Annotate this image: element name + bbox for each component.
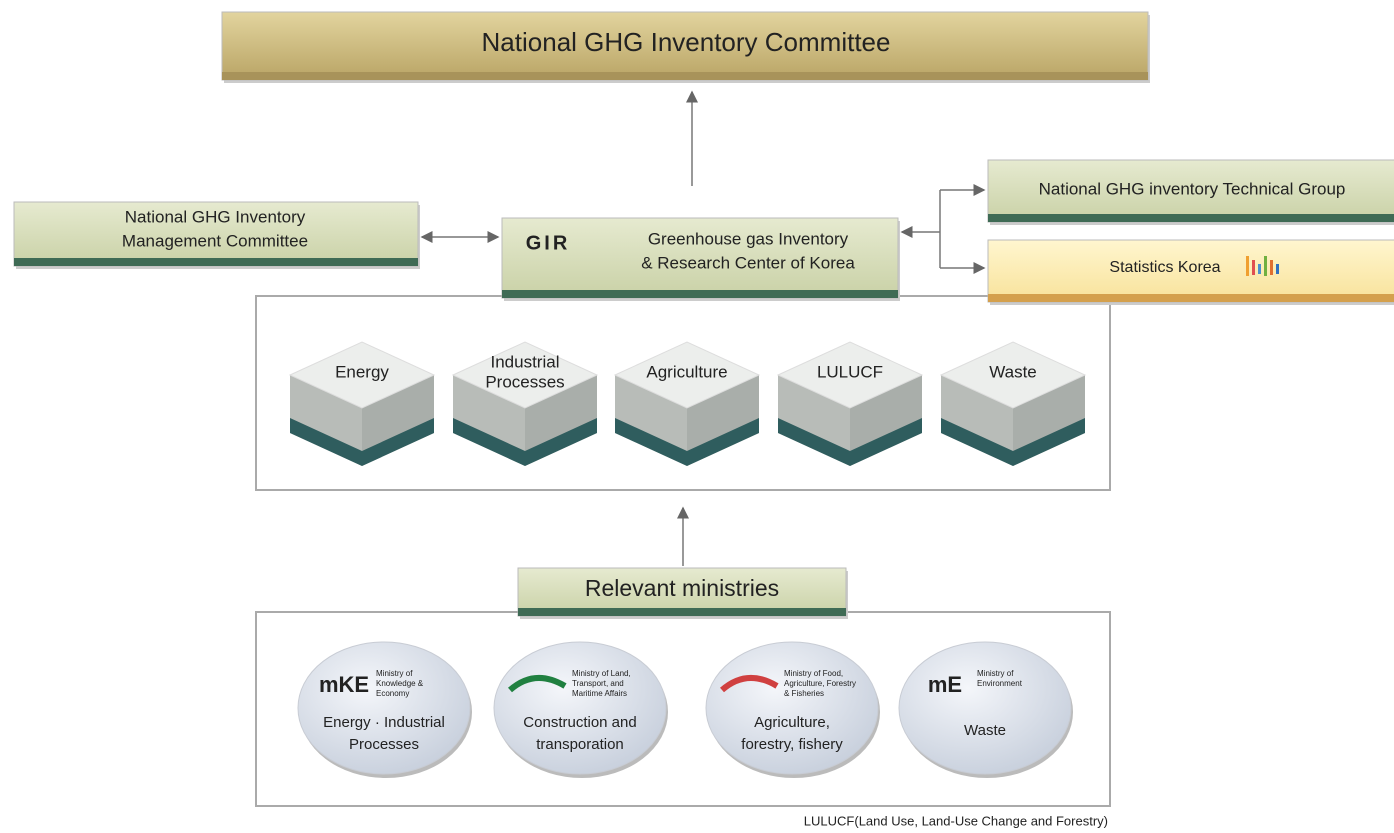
ministry-name: Ministry of Land, — [572, 669, 631, 678]
label: Construction and — [523, 714, 636, 731]
label: Energy — [335, 362, 389, 381]
ministry-name: Ministry of Food, — [784, 669, 843, 678]
ministries-title-box-band — [518, 608, 846, 616]
technical-box — [987, 159, 1394, 223]
committee-box — [221, 11, 1149, 81]
cube-top — [939, 341, 1087, 409]
label: Relevant ministries — [585, 575, 779, 601]
ministry-logo — [508, 675, 567, 693]
label: & Research Center of Korea — [641, 253, 855, 272]
ministry-disc — [705, 641, 879, 775]
stat-icon — [1270, 260, 1273, 275]
center-box — [501, 217, 899, 299]
ministry-logo — [720, 675, 779, 693]
ministry-name: Ministry of — [376, 669, 413, 678]
cube-base — [778, 418, 922, 466]
ministry-name: Agriculture, Forestry — [784, 679, 856, 688]
ministry-disc — [493, 641, 667, 775]
stat-icon — [1252, 260, 1255, 275]
cube-base — [615, 418, 759, 466]
cube-top — [776, 341, 924, 409]
ministry-name: & Fisheries — [784, 689, 824, 698]
label: GIR — [526, 232, 571, 254]
center-box-band — [502, 290, 898, 298]
committee-box-band — [222, 72, 1148, 80]
connectors — [420, 90, 986, 566]
label: Management Committee — [122, 231, 308, 250]
label: transporation — [536, 736, 624, 753]
ministry-name: Environment — [977, 679, 1023, 688]
ministry-name: Transport, and — [572, 679, 624, 688]
statistics-box — [987, 239, 1394, 303]
management-box — [13, 201, 419, 267]
cube-top — [613, 341, 761, 409]
label: mE — [928, 672, 962, 697]
cube-top — [288, 341, 436, 409]
label: Waste — [989, 362, 1037, 381]
label: mKE — [319, 672, 369, 697]
label: Industrial — [491, 352, 560, 371]
stat-icon — [1276, 264, 1279, 274]
label: Processes — [485, 372, 564, 391]
label: Energy · Industrial — [323, 714, 445, 731]
footnote: LULUCF(Land Use, Land-Use Change and For… — [804, 813, 1108, 828]
label: Processes — [349, 736, 419, 753]
cube-top — [451, 341, 599, 409]
management-box-band — [14, 258, 418, 266]
cube-base — [941, 418, 1085, 466]
label: Greenhouse gas Inventory — [648, 229, 849, 248]
stat-icon — [1264, 256, 1267, 276]
label: National GHG Inventory Committee — [482, 27, 891, 57]
label: Waste — [964, 722, 1006, 739]
label: forestry, fishery — [741, 736, 843, 753]
cube-base — [290, 418, 434, 466]
label: LULUCF — [817, 362, 883, 381]
statistics-box-band — [988, 294, 1394, 302]
ministry-name: Economy — [376, 689, 409, 698]
label: Statistics Korea — [1109, 259, 1220, 276]
ministry-name: Ministry of — [977, 669, 1014, 678]
technical-box-band — [988, 214, 1394, 222]
ministry-name: Knowledge & — [376, 679, 424, 688]
ministry-disc — [297, 641, 471, 775]
label: National GHG inventory Technical Group — [1039, 179, 1346, 198]
label: Agriculture — [646, 362, 727, 381]
stat-icon — [1246, 256, 1249, 276]
ministry-disc — [898, 641, 1072, 775]
stat-icon — [1258, 264, 1261, 274]
cube-base — [453, 418, 597, 466]
label: Agriculture, — [754, 714, 830, 731]
label: National GHG Inventory — [125, 207, 306, 226]
ministry-name: Maritime Affairs — [572, 689, 627, 698]
